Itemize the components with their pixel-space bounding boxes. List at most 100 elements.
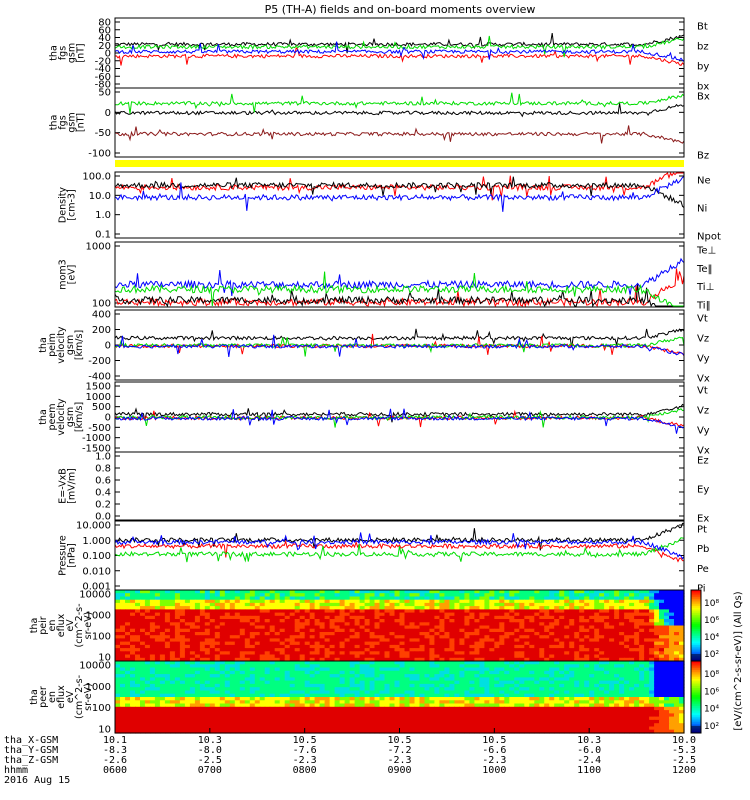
heatmap-cell [204,619,211,623]
heatmap-cell [364,651,371,656]
heatmap-cell [234,593,241,597]
heatmap-cell [304,680,311,685]
heatmap-cell [649,674,655,678]
heatmap-cell [639,632,645,636]
heatmap-cell [389,606,396,610]
heatmap-cell [559,664,565,669]
heatmap-cell [469,612,475,617]
heatmap-cell [204,690,211,695]
heatmap-cell [314,687,321,692]
heatmap-cell [524,628,530,633]
heatmap-cell [459,670,465,675]
heatmap-cell [614,664,620,669]
heatmap-cell [184,619,191,623]
heatmap-cell [579,700,585,705]
heatmap-cell [534,625,540,630]
heatmap-cell [644,654,650,659]
heatmap-cell [669,657,675,662]
heatmap-cell [394,667,401,672]
heatmap-cell [514,661,520,665]
heatmap-cell [424,599,431,604]
heatmap-cell [404,703,411,708]
heatmap-cell [359,615,366,620]
heatmap-cell [324,703,331,708]
heatmap-cell [604,657,610,662]
ytick-label: 0.010 [82,566,111,577]
heatmap-cell [319,703,326,708]
heatmap-cell [154,609,161,614]
heatmap-cell [479,657,485,662]
heatmap-cell [559,651,565,656]
heatmap-cell [549,632,555,636]
heatmap-cell [674,674,680,678]
heatmap-cell [354,723,361,728]
heatmap-cell [459,657,465,662]
heatmap-cell [164,602,171,607]
heatmap-cell [199,719,206,724]
heatmap-cell [199,615,206,620]
heatmap-cell [130,719,136,724]
heatmap-cell [344,670,351,675]
heatmap-cell [244,674,251,678]
heatmap-cell [244,713,251,718]
heatmap-cell [334,690,341,695]
heatmap-cell [489,593,495,597]
heatmap-cell [304,667,311,672]
heatmap-cell [524,657,530,662]
heatmap-cell [484,638,490,643]
heatmap-cell [604,664,610,669]
heatmap-cell [484,680,490,685]
heatmap-cell [209,710,216,714]
heatmap-cell [589,615,595,620]
heatmap-cell [444,619,450,623]
heatmap-cell [140,713,146,718]
heatmap-cell [209,609,216,614]
heatmap-cell [309,677,316,682]
heatmap-cell [329,648,336,652]
heatmap-cell [339,606,346,610]
heatmap-cell [449,609,455,614]
heatmap-cell [434,661,440,665]
heatmap-cell [434,713,440,718]
heatmap-cell [624,625,630,630]
heatmap-cell [664,697,670,701]
heatmap-cell [179,651,186,656]
heatmap-cell [154,648,161,652]
heatmap-cell [174,651,181,656]
heatmap-cell [189,635,196,639]
heatmap-cell [229,593,236,597]
heatmap-cell [634,690,640,695]
heatmap-cell [509,632,515,636]
heatmap-cell [584,664,590,669]
heatmap-cell [669,609,675,614]
heatmap-cell [454,710,460,714]
heatmap-cell [554,654,560,659]
heatmap-cell [424,710,431,714]
heatmap-cell [289,606,296,610]
heatmap-cell [344,612,351,617]
heatmap-cell [609,657,615,662]
heatmap-cell [624,638,630,643]
heatmap-cell [229,680,236,685]
heatmap-cell [369,590,376,594]
heatmap-cell [189,651,196,656]
heatmap-cell [594,664,600,669]
heatmap-cell [624,683,630,688]
heatmap-cell [234,638,241,643]
heatmap-cell [224,599,231,604]
heatmap-cell [169,723,176,728]
heatmap-cell [509,654,515,659]
heatmap-cell [164,680,171,685]
heatmap-cell [309,690,316,695]
heatmap-cell [434,677,440,682]
heatmap-cell [184,657,191,662]
heatmap-cell [404,638,411,643]
heatmap-cell [234,609,241,614]
heatmap-cell [519,609,525,614]
heatmap-cell [349,644,356,649]
heatmap-cell [639,657,645,662]
heatmap-cell [154,713,161,718]
heatmap-cell [524,615,530,620]
heatmap-cell [524,693,530,698]
heatmap-cell [429,697,435,701]
